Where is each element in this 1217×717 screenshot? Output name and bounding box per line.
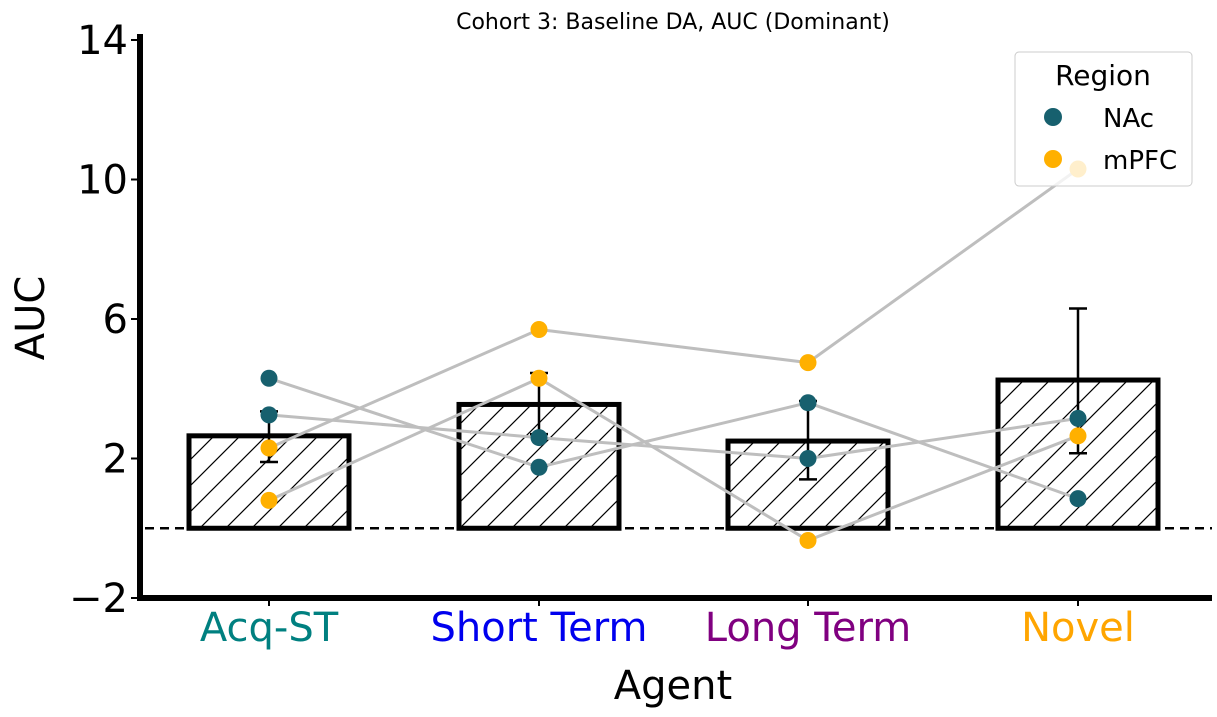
legend: Region NAc mPFC [1014,51,1193,187]
point-mpfc-4-novel [1069,427,1087,445]
x-tick-label: Short Term [430,605,647,651]
point-nac-1-acq-st [260,369,278,387]
point-mpfc-3-short-term [530,320,548,338]
point-mpfc-4-short-term [530,369,548,387]
point-nac-1-novel [1069,490,1087,508]
point-nac-2-short-term [530,429,548,447]
y-tick-label: 2 [103,437,128,483]
plot-area [145,160,1212,549]
y-tick-label: 10 [77,158,128,204]
legend-label-nac: NAc [1103,104,1154,134]
subject-line-1 [268,376,1079,501]
x-tick-label: Novel [1021,605,1135,651]
x-axis-label: Agent [614,663,732,709]
legend-marker-mpfc [1044,150,1062,168]
point-nac-1-long-term [799,394,817,412]
subject-line-2 [268,413,1079,460]
y-ticks: −2 2 6 10 14 [69,18,140,622]
point-nac-2-long-term [799,450,817,467]
point-nac-2-novel [1069,409,1087,427]
point-mpfc-4-acq-st [260,491,278,509]
legend-marker-nac [1044,108,1062,126]
point-mpfc-3-acq-st [260,439,278,457]
subject-line-4 [268,376,1079,542]
y-tick-label: 14 [77,18,128,64]
legend-frame [1014,51,1193,187]
point-nac-2-acq-st [260,406,278,424]
legend-label-mpfc: mPFC [1103,146,1177,176]
y-axis-label: AUC [8,276,54,361]
x-tick-label: Long Term [705,605,911,651]
y-tick-label: −2 [69,576,128,622]
point-mpfc-4-long-term [799,531,817,549]
x-ticks: Acq-ST Short Term Long Term Novel [200,598,1135,651]
subject-line-3 [268,167,1079,450]
point-mpfc-3-long-term [799,354,817,372]
legend-title: Region [1055,59,1151,92]
chart-title: Cohort 3: Baseline DA, AUC (Dominant) [456,10,890,35]
x-tick-label: Acq-ST [200,605,339,651]
y-tick-label: 6 [103,297,128,343]
point-nac-1-short-term [530,458,548,476]
